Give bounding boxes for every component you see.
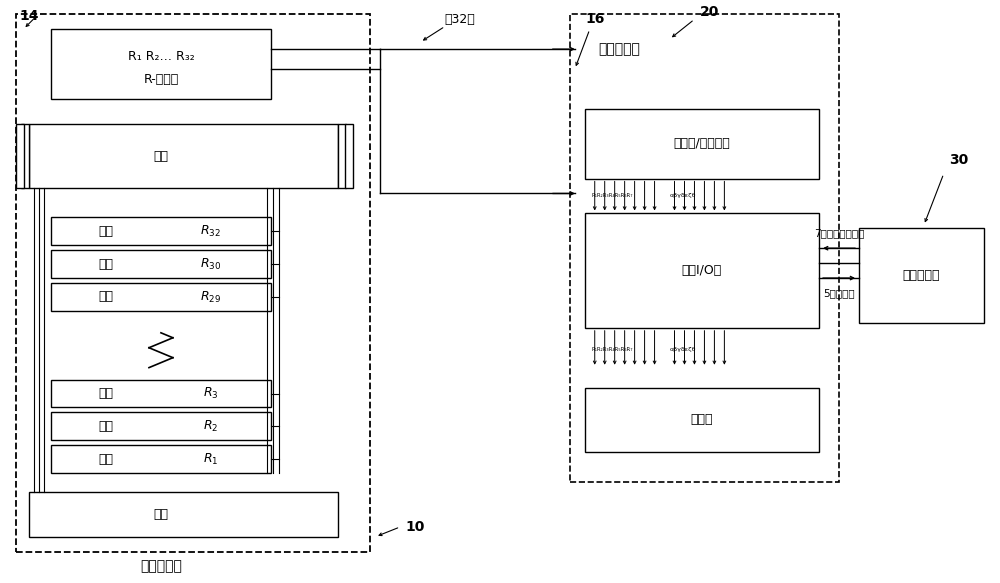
Text: $R_1$: $R_1$ (203, 452, 219, 467)
Bar (570, 15, 839, 482)
Text: R₁R₂R₃R₄R₅R₆R₇: R₁R₂R₃R₄R₅R₆R₇ (592, 193, 633, 198)
Text: 线圈: 线圈 (99, 387, 114, 400)
Text: 线圈: 线圈 (99, 225, 114, 238)
Text: 线圈: 线圈 (99, 258, 114, 271)
Bar (859, 229, 984, 323)
Bar (29, 124, 338, 188)
Text: R₁ R₂… R₃₂: R₁ R₂… R₃₂ (128, 50, 194, 62)
Bar (51, 283, 271, 311)
Text: R₁R₂R₃R₄R₅R₆R₇: R₁R₂R₃R₄R₅R₆R₇ (592, 347, 633, 352)
Bar (338, 124, 346, 188)
Text: 线圈: 线圈 (99, 290, 114, 304)
Bar (345, 124, 353, 188)
Text: $R_{32}$: $R_{32}$ (200, 224, 221, 239)
Text: 全32芜: 全32芜 (445, 13, 475, 26)
Text: 7位地址（并行）: 7位地址（并行） (814, 229, 864, 238)
Text: 14: 14 (19, 9, 39, 23)
Text: $R_{29}$: $R_{29}$ (200, 289, 221, 304)
Text: 线圈: 线圈 (99, 452, 114, 466)
Text: 30: 30 (949, 153, 968, 167)
Bar (16, 15, 370, 552)
Text: 5位葛莱码: 5位葛莱码 (823, 288, 855, 298)
Bar (16, 124, 24, 188)
Bar (51, 380, 271, 408)
Text: αβγδεζθ: αβγδεζθ (670, 347, 696, 352)
Bar (29, 492, 338, 537)
Text: αβγδεζθ: αβγδεζθ (670, 193, 696, 198)
Bar (51, 250, 271, 278)
Bar (51, 412, 271, 440)
Text: 棒位探测器: 棒位探测器 (140, 560, 182, 574)
Text: $R_3$: $R_3$ (203, 386, 219, 401)
Text: 棒位逻辑柜: 棒位逻辑柜 (903, 269, 940, 282)
Text: 线圈: 线圈 (99, 420, 114, 433)
Text: $R_2$: $R_2$ (203, 419, 218, 434)
Text: 数据采集柜: 数据采集柜 (599, 42, 641, 56)
Text: 顶板: 顶板 (153, 150, 168, 163)
Text: 底板: 底板 (153, 508, 168, 521)
Bar (585, 213, 819, 328)
Text: 20: 20 (700, 5, 719, 19)
Bar (51, 217, 271, 245)
Bar (21, 124, 29, 188)
Bar (51, 29, 271, 99)
Text: 16: 16 (585, 12, 604, 26)
Text: 探测器/编码器卡: 探测器/编码器卡 (674, 137, 730, 150)
Text: R-连接器: R-连接器 (143, 72, 179, 86)
Bar (585, 109, 819, 178)
Text: 数据I/O卡: 数据I/O卡 (682, 264, 722, 277)
Text: $R_{30}$: $R_{30}$ (200, 257, 221, 272)
Text: 报警卡: 报警卡 (691, 413, 713, 426)
Bar (51, 445, 271, 473)
Text: 10: 10 (405, 520, 425, 534)
Bar (585, 388, 819, 452)
